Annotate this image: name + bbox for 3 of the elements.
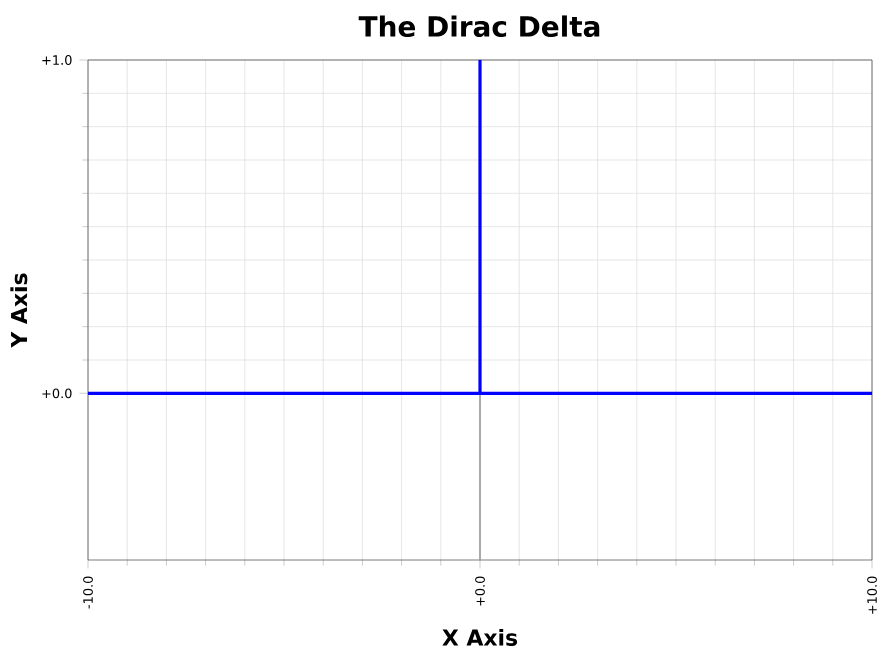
x-axis-title: X Axis bbox=[442, 628, 518, 646]
y-axis-title: Y Axis bbox=[10, 273, 28, 348]
chart-title: The Dirac Delta bbox=[358, 15, 600, 38]
